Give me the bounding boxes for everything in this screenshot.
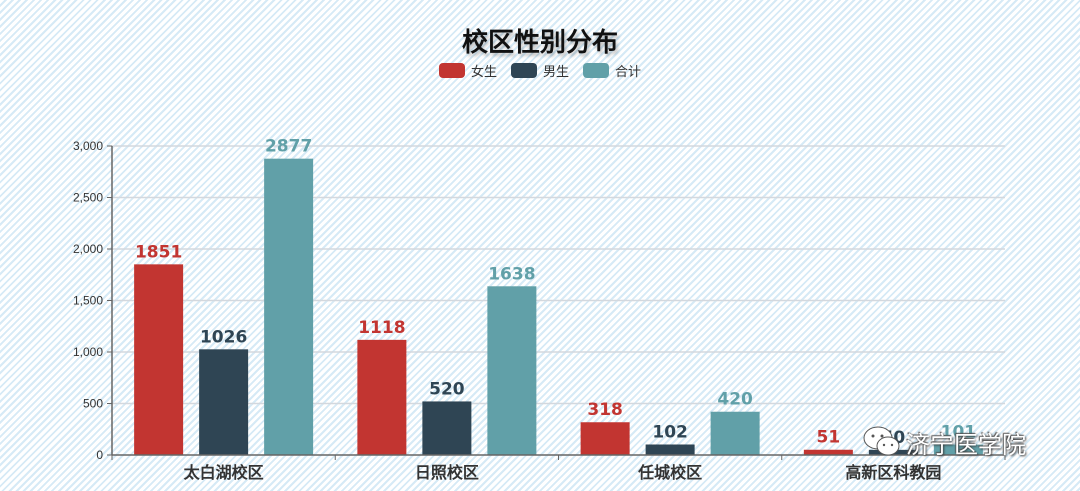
- bar-value-label: 318: [587, 400, 623, 420]
- watermark-text: 济宁医学院: [906, 430, 1026, 459]
- bar[interactable]: [645, 444, 695, 455]
- bar[interactable]: [803, 449, 853, 455]
- bar[interactable]: [580, 422, 630, 455]
- bar-value-label: 101: [941, 423, 977, 443]
- bar[interactable]: [134, 264, 184, 455]
- bar-value-label: 2877: [265, 137, 312, 157]
- x-tick-label: 日照校区: [415, 463, 479, 482]
- bar[interactable]: [933, 444, 983, 455]
- legend-label-male: 男生: [542, 65, 569, 80]
- bar[interactable]: [264, 158, 314, 455]
- bar-value-label: 102: [652, 422, 688, 442]
- bar[interactable]: [487, 286, 537, 455]
- legend-item-total[interactable]: 合计: [583, 61, 641, 80]
- grid-lines: [112, 145, 1005, 405]
- x-tick-label: 高新区科教园: [845, 463, 941, 482]
- y-tick-label: 1,500: [73, 294, 103, 308]
- y-axis: 0 500 1,000 1,500 2,000 2,500 3,000: [73, 139, 113, 462]
- bar-value-label: 1026: [200, 327, 247, 347]
- wechat-icon: [862, 424, 902, 460]
- x-tick-label: 太白湖校区: [183, 463, 264, 482]
- y-tick-label: 500: [83, 397, 103, 411]
- bar-value-label: 420: [717, 390, 753, 410]
- bar-value-label: 1638: [488, 264, 535, 284]
- chart-title: 校区性别分布: [461, 28, 618, 58]
- bar-value-label: 520: [429, 379, 465, 399]
- y-tick-label: 3,000: [73, 139, 103, 153]
- y-tick-label: 1,000: [73, 345, 103, 359]
- legend: 女生 男生 合计: [0, 61, 1080, 80]
- y-tick-label: 0: [96, 448, 103, 462]
- y-tick-label: 2,500: [73, 191, 103, 205]
- legend-swatch-total: [583, 63, 609, 78]
- x-tick-label: 任城校区: [637, 463, 702, 482]
- bar[interactable]: [422, 401, 472, 455]
- x-axis: 太白湖校区 日照校区 任城校区 高新区科教园: [111, 454, 1006, 482]
- legend-item-female[interactable]: 女生: [438, 61, 497, 80]
- bar-value-label: 1118: [358, 318, 405, 338]
- legend-item-male[interactable]: 男生: [510, 61, 569, 80]
- y-tick-label: 2,000: [73, 242, 103, 256]
- bars: 185110262877111852016383181024205150101: [134, 137, 983, 455]
- bar[interactable]: [357, 339, 407, 455]
- legend-swatch-female: [438, 63, 465, 78]
- bar[interactable]: [199, 349, 249, 455]
- bar-value-label: 51: [817, 428, 841, 448]
- legend-label-female: 女生: [470, 65, 497, 80]
- legend-swatch-male: [510, 63, 537, 78]
- bar[interactable]: [710, 411, 760, 455]
- legend-label-total: 合计: [615, 65, 642, 80]
- bar-value-label: 1851: [135, 242, 182, 262]
- watermark: 济宁医学院: [862, 424, 1026, 460]
